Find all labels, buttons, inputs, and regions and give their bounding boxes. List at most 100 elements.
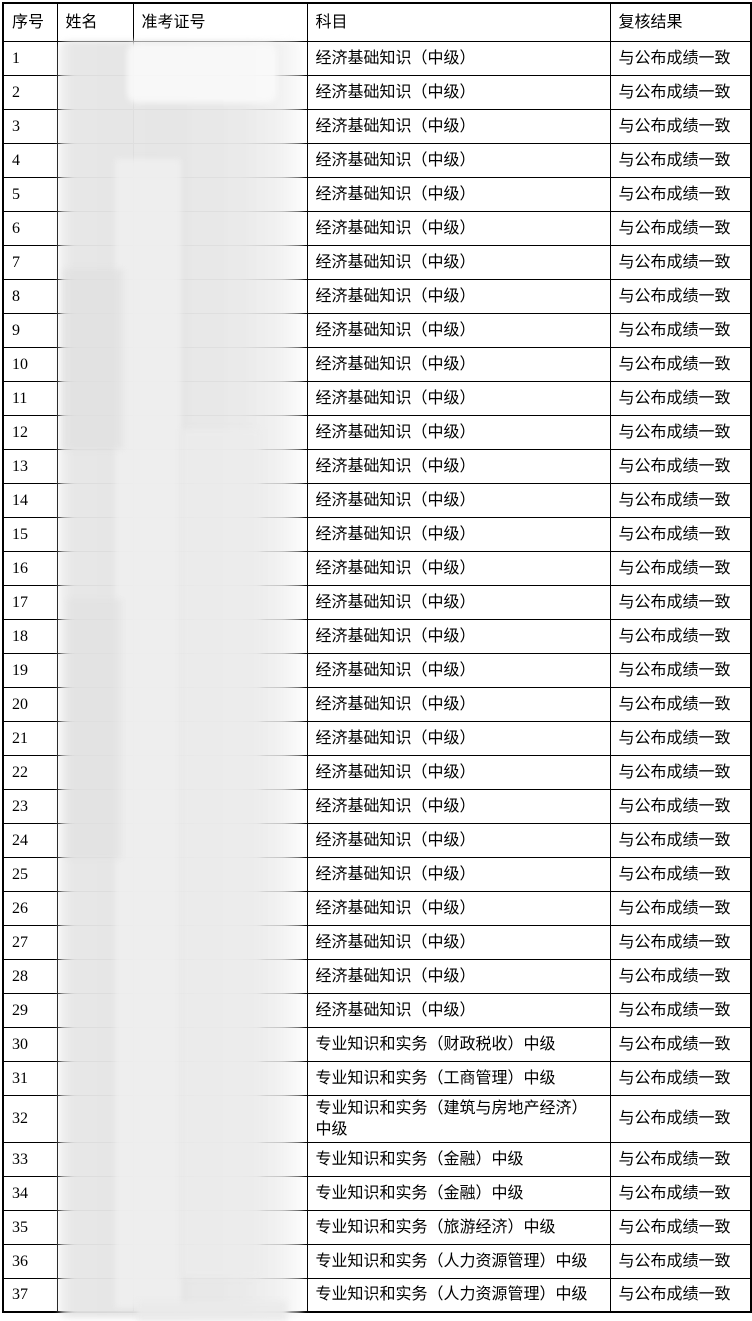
cell-result: 与公布成绩一致 bbox=[609, 312, 752, 348]
col-header-index: 序号 bbox=[2, 2, 58, 42]
cell-index: 17 bbox=[2, 584, 58, 620]
col-header-name: 姓名 bbox=[56, 2, 134, 42]
table-row: 2 经济基础知识（中级） 与公布成绩一致 bbox=[2, 74, 752, 110]
table-row: 16 经济基础知识（中级） 与公布成绩一致 bbox=[2, 550, 752, 586]
table-row: 6 经济基础知识（中级） 与公布成绩一致 bbox=[2, 210, 752, 246]
cell-name bbox=[56, 1026, 134, 1062]
cell-result: 与公布成绩一致 bbox=[609, 1060, 752, 1096]
cell-name bbox=[56, 482, 134, 518]
cell-ticket bbox=[132, 890, 308, 926]
cell-result: 与公布成绩一致 bbox=[609, 856, 752, 892]
cell-name bbox=[56, 210, 134, 246]
cell-index: 28 bbox=[2, 958, 58, 994]
table-row: 23 经济基础知识（中级） 与公布成绩一致 bbox=[2, 788, 752, 824]
cell-result: 与公布成绩一致 bbox=[609, 822, 752, 858]
cell-index: 3 bbox=[2, 108, 58, 144]
cell-subject: 专业知识和实务（工商管理）中级 bbox=[306, 1060, 611, 1096]
cell-result: 与公布成绩一致 bbox=[609, 720, 752, 756]
cell-subject: 专业知识和实务（金融）中级 bbox=[306, 1141, 611, 1177]
cell-ticket bbox=[132, 482, 308, 518]
cell-result: 与公布成绩一致 bbox=[609, 788, 752, 824]
cell-result: 与公布成绩一致 bbox=[609, 40, 752, 76]
table-row: 10 经济基础知识（中级） 与公布成绩一致 bbox=[2, 346, 752, 382]
table-row: 14 经济基础知识（中级） 与公布成绩一致 bbox=[2, 482, 752, 518]
cell-result: 与公布成绩一致 bbox=[609, 754, 752, 790]
cell-index: 24 bbox=[2, 822, 58, 858]
cell-name bbox=[56, 618, 134, 654]
cell-ticket bbox=[132, 958, 308, 994]
cell-index: 22 bbox=[2, 754, 58, 790]
cell-result: 与公布成绩一致 bbox=[609, 516, 752, 552]
cell-name bbox=[56, 1141, 134, 1177]
cell-name bbox=[56, 176, 134, 212]
cell-subject: 经济基础知识（中级） bbox=[306, 244, 611, 280]
cell-index: 7 bbox=[2, 244, 58, 280]
table-row: 26 经济基础知识（中级） 与公布成绩一致 bbox=[2, 890, 752, 926]
cell-subject: 经济基础知识（中级） bbox=[306, 346, 611, 382]
col-header-subject: 科目 bbox=[306, 2, 611, 42]
cell-index: 13 bbox=[2, 448, 58, 484]
cell-result: 与公布成绩一致 bbox=[609, 618, 752, 654]
cell-name bbox=[56, 142, 134, 178]
cell-result: 与公布成绩一致 bbox=[609, 176, 752, 212]
cell-index: 33 bbox=[2, 1141, 58, 1177]
cell-index: 9 bbox=[2, 312, 58, 348]
cell-subject: 经济基础知识（中级） bbox=[306, 40, 611, 76]
cell-subject: 经济基础知识（中级） bbox=[306, 992, 611, 1028]
cell-subject: 经济基础知识（中级） bbox=[306, 516, 611, 552]
cell-index: 10 bbox=[2, 346, 58, 382]
cell-name bbox=[56, 346, 134, 382]
cell-subject: 经济基础知识（中级） bbox=[306, 550, 611, 586]
cell-result: 与公布成绩一致 bbox=[609, 1277, 752, 1313]
cell-ticket bbox=[132, 924, 308, 960]
cell-index: 15 bbox=[2, 516, 58, 552]
cell-name bbox=[56, 754, 134, 790]
table-row: 28 经济基础知识（中级） 与公布成绩一致 bbox=[2, 958, 752, 994]
cell-ticket bbox=[132, 992, 308, 1028]
cell-subject: 经济基础知识（中级） bbox=[306, 210, 611, 246]
cell-name bbox=[56, 788, 134, 824]
table-row: 8 经济基础知识（中级） 与公布成绩一致 bbox=[2, 278, 752, 314]
cell-ticket bbox=[132, 856, 308, 892]
cell-name bbox=[56, 652, 134, 688]
cell-result: 与公布成绩一致 bbox=[609, 74, 752, 110]
cell-index: 12 bbox=[2, 414, 58, 450]
cell-index: 5 bbox=[2, 176, 58, 212]
cell-subject: 专业知识和实务（人力资源管理）中级 bbox=[306, 1243, 611, 1279]
table-row: 25 经济基础知识（中级） 与公布成绩一致 bbox=[2, 856, 752, 892]
cell-result: 与公布成绩一致 bbox=[609, 482, 752, 518]
cell-result: 与公布成绩一致 bbox=[609, 414, 752, 450]
cell-subject: 经济基础知识（中级） bbox=[306, 686, 611, 722]
cell-index: 30 bbox=[2, 1026, 58, 1062]
table-row: 4 经济基础知识（中级） 与公布成绩一致 bbox=[2, 142, 752, 178]
cell-name bbox=[56, 992, 134, 1028]
cell-ticket bbox=[132, 244, 308, 280]
table-body: 1 经济基础知识（中级） 与公布成绩一致 2 经济基础知识（中级） 与公布成绩一… bbox=[2, 40, 752, 1313]
cell-name bbox=[56, 550, 134, 586]
table-row: 22 经济基础知识（中级） 与公布成绩一致 bbox=[2, 754, 752, 790]
cell-result: 与公布成绩一致 bbox=[609, 1243, 752, 1279]
cell-name bbox=[56, 584, 134, 620]
cell-index: 26 bbox=[2, 890, 58, 926]
cell-subject: 经济基础知识（中级） bbox=[306, 652, 611, 688]
cell-subject: 经济基础知识（中级） bbox=[306, 108, 611, 144]
cell-index: 25 bbox=[2, 856, 58, 892]
cell-subject: 经济基础知识（中级） bbox=[306, 414, 611, 450]
table-row: 9 经济基础知识（中级） 与公布成绩一致 bbox=[2, 312, 752, 348]
cell-subject: 经济基础知识（中级） bbox=[306, 754, 611, 790]
cell-subject: 经济基础知识（中级） bbox=[306, 924, 611, 960]
cell-ticket bbox=[132, 618, 308, 654]
table-row: 5 经济基础知识（中级） 与公布成绩一致 bbox=[2, 176, 752, 212]
cell-subject: 专业知识和实务（人力资源管理）中级 bbox=[306, 1277, 611, 1313]
cell-ticket bbox=[132, 754, 308, 790]
cell-name bbox=[56, 1243, 134, 1279]
cell-name bbox=[56, 312, 134, 348]
cell-result: 与公布成绩一致 bbox=[609, 958, 752, 994]
cell-name bbox=[56, 516, 134, 552]
cell-ticket bbox=[132, 1094, 308, 1143]
cell-index: 23 bbox=[2, 788, 58, 824]
cell-ticket bbox=[132, 1175, 308, 1211]
cell-result: 与公布成绩一致 bbox=[609, 278, 752, 314]
header-row: 序号 姓名 准考证号 科目 复核结果 bbox=[2, 2, 752, 42]
cell-index: 14 bbox=[2, 482, 58, 518]
